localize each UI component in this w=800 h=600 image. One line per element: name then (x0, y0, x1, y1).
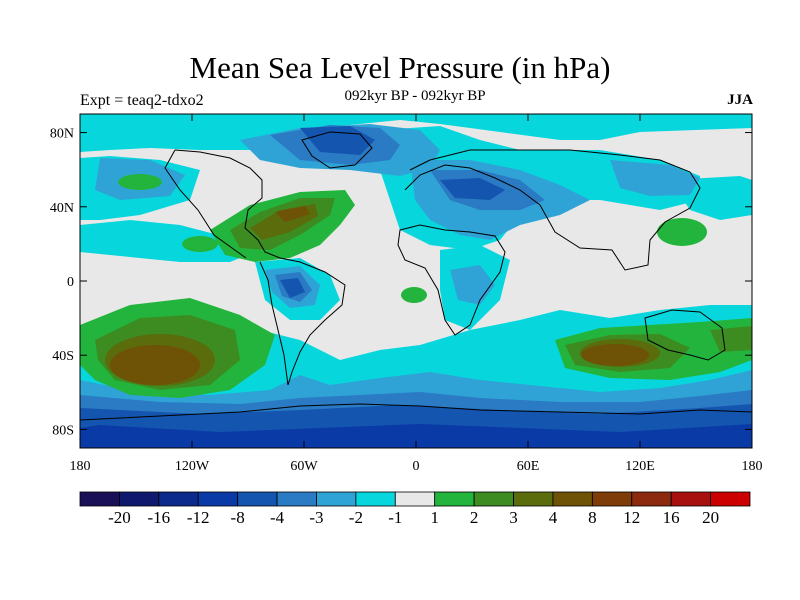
lat-tick-label: 80S (52, 423, 74, 438)
contour-southern-neg8 (80, 424, 752, 448)
colorbar-label: 1 (430, 508, 439, 527)
map-title: Mean Sea Level Pressure (in hPa) (189, 50, 611, 85)
antarctica-coast (80, 403, 752, 421)
lat-tick-label: 40N (50, 201, 74, 216)
colorbar-swatch (591, 491, 633, 507)
colorbar-swatch (79, 491, 120, 507)
colorbar-label: 20 (702, 508, 719, 527)
contour-siberia-neg2 (610, 160, 700, 196)
colorbar-swatch (316, 491, 357, 507)
americas-coast (174, 149, 346, 386)
coastlines (80, 131, 752, 421)
lat-tick-label: 80N (50, 127, 74, 142)
lon-tick-label: 180 (742, 459, 763, 474)
contour-epacific-pos1 (182, 236, 218, 252)
africa-coast (397, 224, 506, 336)
eurasia-coast (404, 149, 701, 271)
colorbar-label: 12 (623, 508, 640, 527)
colorbar-label: 8 (588, 508, 597, 527)
colorbar-swatch (434, 491, 475, 507)
colorbar-label: -8 (231, 508, 245, 527)
contour-tropical-pacific-neg1 (80, 220, 260, 262)
australia-coast (644, 309, 726, 361)
contour-indian-pos4 (581, 344, 649, 366)
contour-wpacific-pos1 (657, 218, 707, 246)
map-subtitle: 092kyr BP - 092kyr BP (344, 88, 486, 104)
colorbar-swatch (355, 491, 396, 507)
colorbar-label: 2 (470, 508, 479, 527)
south-america-west-coast (259, 261, 289, 386)
colorbar-swatch (158, 491, 199, 507)
colorbar-swatch (276, 491, 317, 507)
lat-tick-label: 0 (67, 275, 74, 290)
contour-tasman-pos2 (710, 326, 752, 352)
contour-europe-neg4 (440, 178, 505, 200)
longitude-axis: 180 120W 60W 0 60E 120E 180 (70, 114, 763, 474)
colorbar-swatch (513, 491, 554, 507)
colorbar-label: -2 (349, 508, 363, 527)
colorbar-label: 16 (663, 508, 680, 527)
colorbar-swatch (197, 491, 239, 507)
colorbar-label: -20 (108, 508, 131, 527)
colorbar-swatch (552, 491, 593, 507)
contour-field (80, 114, 752, 448)
lon-tick-label: 60W (290, 459, 318, 474)
colorbar-swatch (473, 491, 514, 507)
lat-tick-label: 40S (52, 349, 74, 364)
contour-samerica-neg4 (280, 278, 305, 298)
contour-npacific-pos1 (118, 174, 162, 190)
colorbar-label: 4 (549, 508, 558, 527)
colorbar-swatch (670, 491, 711, 507)
lon-tick-label: 120E (625, 459, 655, 474)
colorbar-swatch (394, 491, 436, 507)
contour-natlantic-pos4 (275, 206, 310, 222)
colorbar-swatch (119, 491, 160, 507)
colorbar-label: -4 (270, 508, 285, 527)
contour-atlantic-pos1 (401, 287, 427, 303)
contour-spacific-pos4 (110, 345, 200, 385)
colorbar-swatch (710, 491, 751, 507)
colorbar-label: -12 (187, 508, 210, 527)
north-america-west-coast (164, 149, 247, 259)
greenland-coast (301, 131, 373, 169)
lon-tick-label: 0 (413, 459, 420, 474)
colorbar-label: 3 (509, 508, 518, 527)
latitude-axis: 80N 40N 0 40S 80S (50, 127, 752, 438)
colorbar-swatch (237, 491, 278, 507)
lon-tick-label: 180 (70, 459, 91, 474)
colorbar: -20 -16 -12 -8 -4 -3 -2 -1 1 2 3 4 8 12 16 20 (79, 491, 751, 527)
lon-tick-label: 60E (517, 459, 540, 474)
season-label: JJA (727, 92, 753, 108)
colorbar-label: -16 (147, 508, 170, 527)
lon-tick-label: 120W (175, 459, 210, 474)
colorbar-swatch (631, 491, 672, 507)
colorbar-label: -3 (309, 508, 323, 527)
experiment-label: Expt = teaq2-tdxo2 (80, 92, 204, 109)
colorbar-label: -1 (388, 508, 402, 527)
